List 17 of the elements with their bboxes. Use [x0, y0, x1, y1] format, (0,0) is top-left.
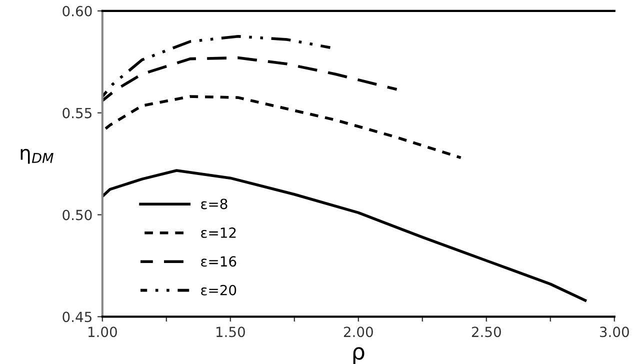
x-tick-label: 1.00 [88, 326, 117, 338]
y-tick-label: 0.50 [62, 210, 92, 220]
legend-label: ε=20 [201, 284, 236, 296]
x-tick-label: 1.50 [216, 326, 245, 338]
x-tick-label: 3.00 [600, 326, 629, 338]
x-tick-label: 2.50 [472, 326, 501, 338]
x-axis-title: ρ [353, 347, 364, 364]
y-tick-label: 0.60 [62, 6, 92, 16]
line-series [102, 169, 587, 302]
y-tick-label: 0.55 [62, 108, 92, 118]
legend-label: ε=12 [201, 227, 236, 238]
x-tick-label: 2.00 [344, 326, 373, 338]
y-tick-label: 0.45 [62, 312, 92, 322]
legend-label: ε=8 [201, 198, 228, 210]
y-axis-title: η$_{DM}$ [20, 148, 54, 164]
legend-label: ε=16 [201, 256, 236, 267]
line-series [102, 95, 462, 160]
